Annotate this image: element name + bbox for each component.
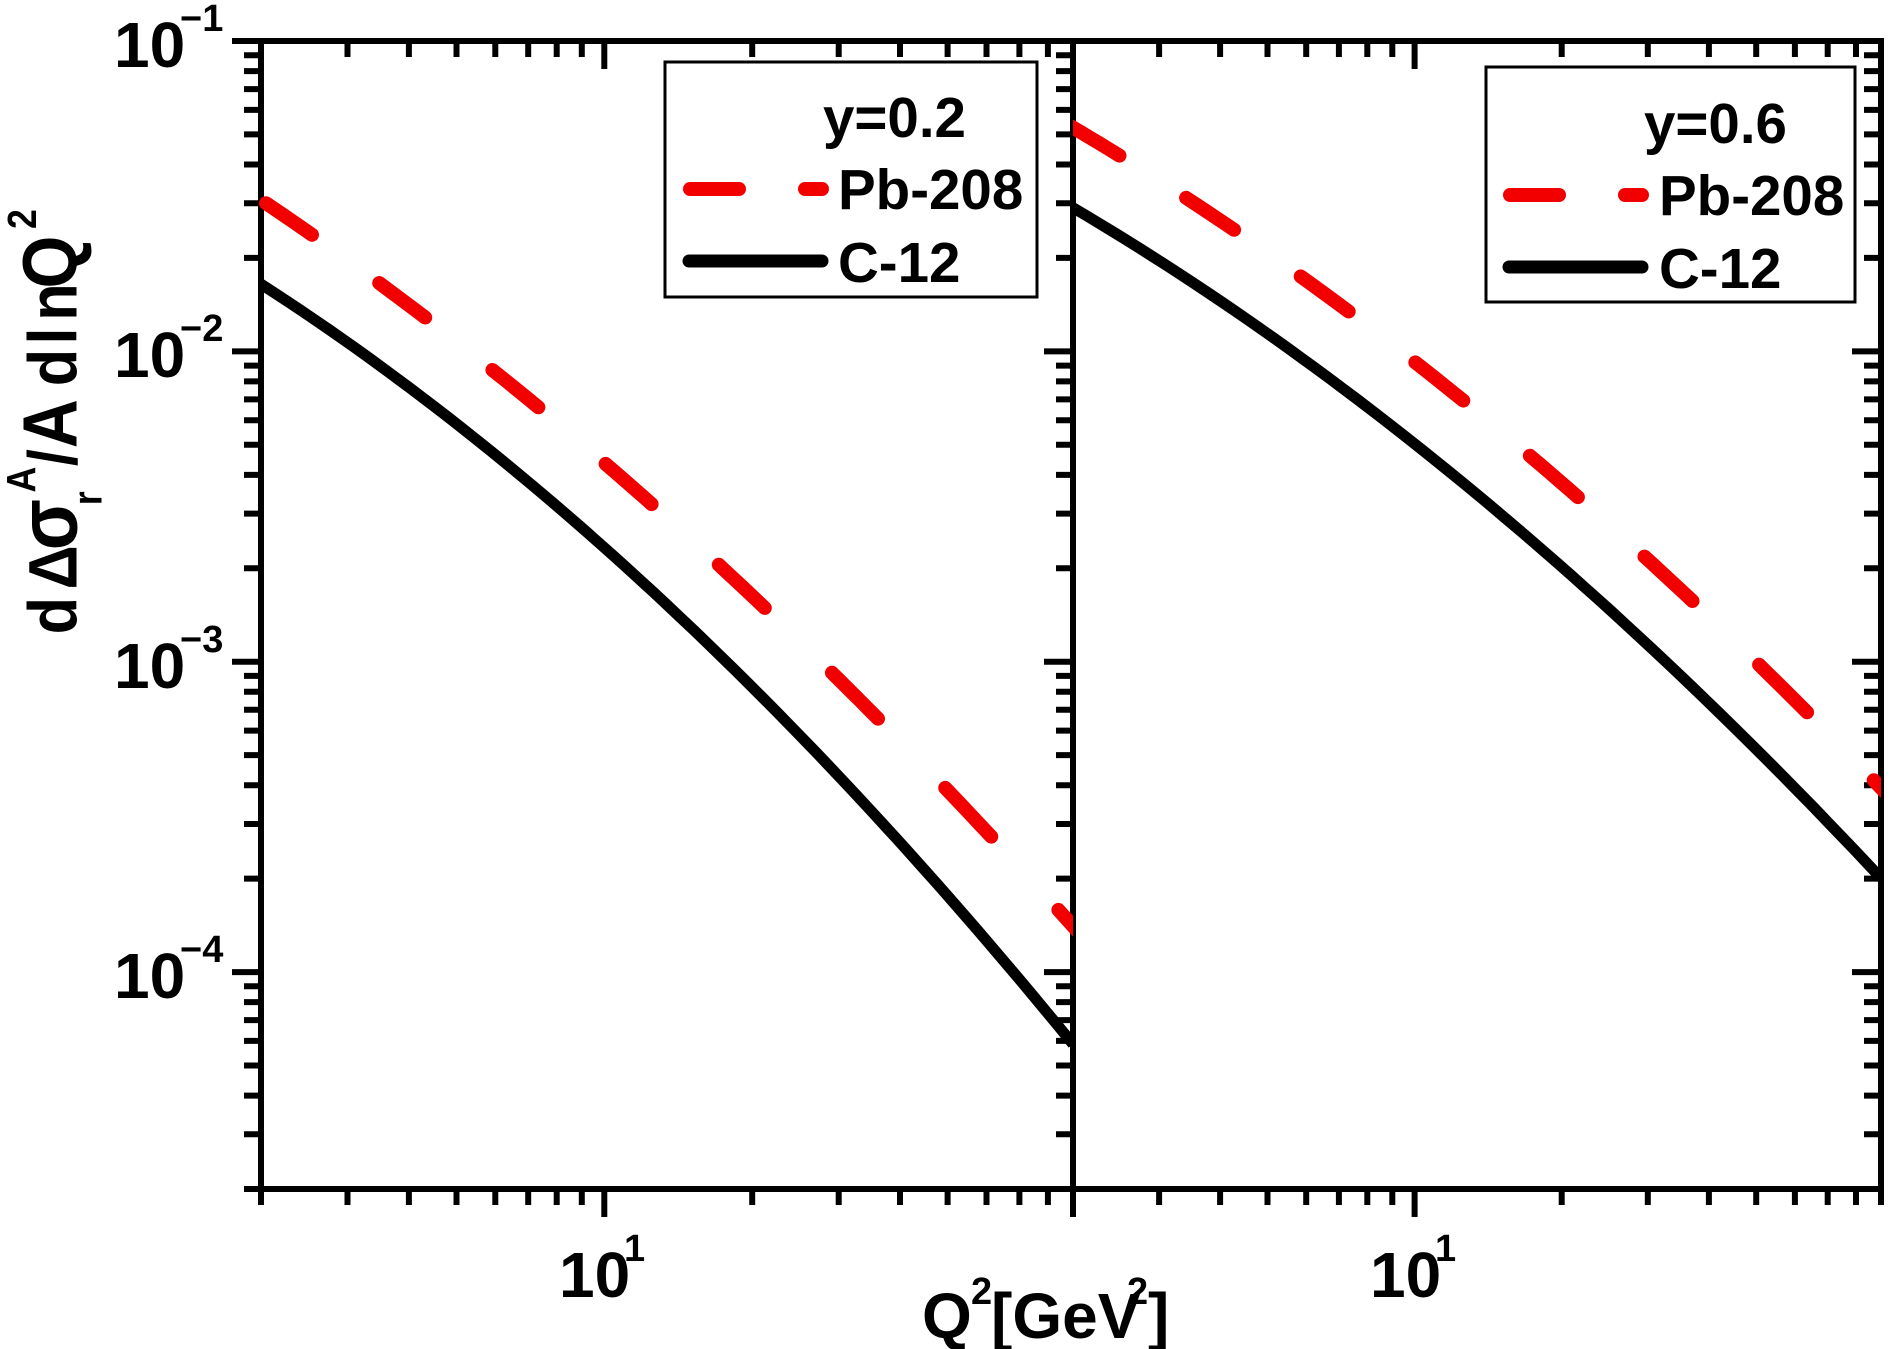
svg-text:d: d bbox=[14, 597, 91, 634]
svg-text:[GeV: [GeV bbox=[991, 1280, 1141, 1349]
svg-text:/: / bbox=[14, 449, 91, 466]
svg-text:−1: −1 bbox=[180, 0, 223, 40]
svg-text:r: r bbox=[67, 491, 111, 505]
svg-text:C-12: C-12 bbox=[1659, 237, 1781, 300]
svg-text:]: ] bbox=[1148, 1280, 1169, 1349]
svg-text:2: 2 bbox=[1, 209, 45, 229]
svg-text:−3: −3 bbox=[180, 619, 223, 661]
svg-text:Q: Q bbox=[922, 1280, 972, 1349]
svg-text:10: 10 bbox=[1370, 1239, 1441, 1311]
svg-text:10: 10 bbox=[114, 940, 185, 1012]
svg-text:−2: −2 bbox=[180, 308, 223, 350]
svg-text:10: 10 bbox=[559, 1239, 630, 1311]
svg-text:10: 10 bbox=[114, 630, 185, 702]
svg-text:Pb-208: Pb-208 bbox=[838, 158, 1023, 221]
svg-text:1: 1 bbox=[1435, 1228, 1456, 1270]
svg-text:Q: Q bbox=[8, 236, 94, 289]
svg-text:Pb-208: Pb-208 bbox=[1659, 164, 1844, 227]
svg-text:2: 2 bbox=[1127, 1271, 1148, 1313]
svg-text:d: d bbox=[14, 349, 91, 386]
svg-text:10: 10 bbox=[114, 9, 185, 81]
svg-text:−4: −4 bbox=[180, 929, 223, 971]
svg-text:y=0.6: y=0.6 bbox=[1644, 92, 1787, 155]
svg-text:1: 1 bbox=[624, 1228, 645, 1270]
svg-text:σ: σ bbox=[0, 499, 94, 550]
svg-text:10: 10 bbox=[114, 319, 185, 391]
svg-text:Δ: Δ bbox=[14, 545, 91, 589]
svg-text:2: 2 bbox=[971, 1271, 992, 1313]
svg-text:C-12: C-12 bbox=[838, 231, 960, 294]
svg-text:y=0.2: y=0.2 bbox=[823, 86, 966, 149]
svg-text:l: l bbox=[14, 328, 91, 345]
svg-text:A: A bbox=[8, 399, 94, 448]
svg-text:A: A bbox=[0, 467, 44, 493]
svg-text:n: n bbox=[14, 283, 91, 320]
